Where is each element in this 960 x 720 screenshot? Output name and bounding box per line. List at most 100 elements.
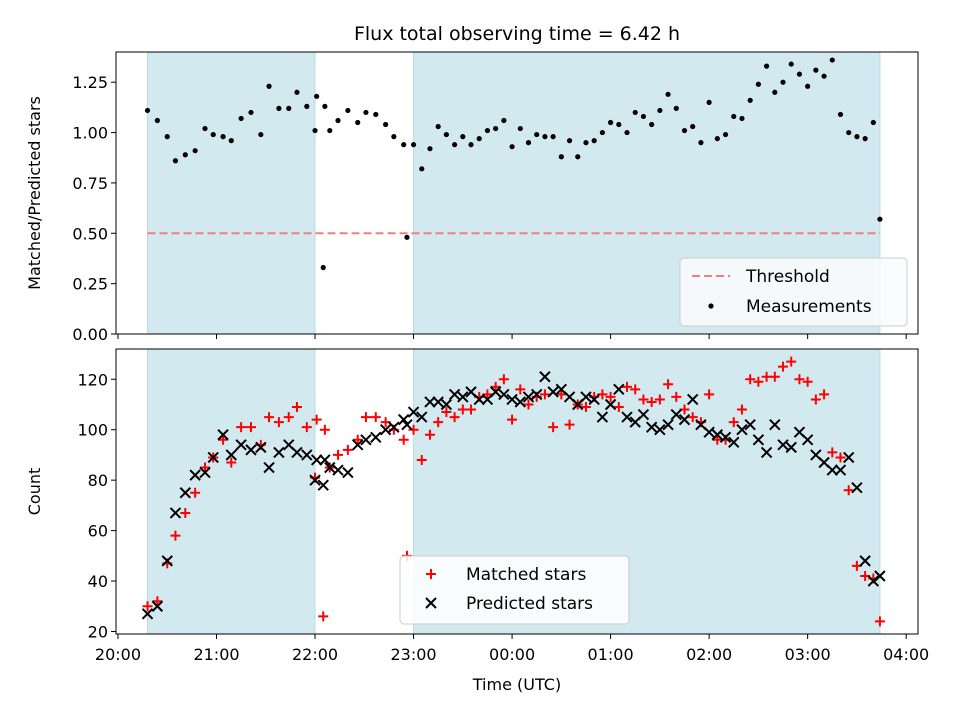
point-matched-stars-85 <box>843 485 854 496</box>
point-measurements-59 <box>632 109 638 116</box>
point-predicted-stars-62 <box>654 424 666 436</box>
point-predicted-stars-1 <box>151 600 164 612</box>
point-measurements-78 <box>788 61 794 67</box>
point-measurements-52 <box>575 154 581 160</box>
point-predicted-stars-64 <box>670 408 682 421</box>
point-matched-stars-81 <box>810 394 821 405</box>
legend-box <box>679 257 908 327</box>
point-matched-stars-73 <box>745 374 756 385</box>
point-predicted-stars-30 <box>397 413 410 426</box>
legend-matched-swatch <box>426 569 436 579</box>
point-predicted-stars-75 <box>760 446 773 459</box>
point-measurements-66 <box>690 123 696 130</box>
point-measurements-53 <box>583 140 589 146</box>
point-measurements-89 <box>877 216 883 222</box>
point-measurements-8 <box>220 134 226 140</box>
point-matched-stars-63 <box>663 379 674 390</box>
point-predicted-stars-0 <box>141 608 154 620</box>
point-predicted-stars-4 <box>179 487 192 499</box>
point-measurements-71 <box>731 113 737 120</box>
point-predicted-stars-85 <box>842 451 855 464</box>
point-matched-stars-80 <box>802 376 813 387</box>
point-measurements-40 <box>476 136 482 142</box>
point-measurements-74 <box>755 81 761 87</box>
point-measurements-58 <box>624 129 630 136</box>
point-measurements-35 <box>435 123 441 130</box>
point-predicted-stars-25 <box>352 439 364 451</box>
point-measurements-65 <box>681 127 688 134</box>
legend-threshold-label: Threshold <box>745 267 830 287</box>
point-predicted-stars-72 <box>736 424 748 436</box>
axes-frame <box>115 348 919 635</box>
point-matched-stars-56 <box>605 391 616 402</box>
point-matched-stars-19 <box>319 424 330 435</box>
point-predicted-stars-5 <box>189 469 201 481</box>
point-predicted-stars-86 <box>851 482 863 494</box>
point-matched-stars-49 <box>548 422 559 433</box>
point-matched-stars-39 <box>466 404 477 415</box>
point-measurements-2 <box>164 134 170 140</box>
point-predicted-stars-21 <box>317 479 329 491</box>
point-measurements-51 <box>566 138 573 144</box>
point-predicted-stars-33 <box>416 411 428 423</box>
point-measurements-86 <box>854 134 860 140</box>
point-matched-stars-46 <box>523 399 534 410</box>
point-measurements-27 <box>373 111 379 118</box>
point-predicted-stars-35 <box>432 396 444 408</box>
point-measurements-17 <box>304 103 310 109</box>
point-matched-stars-71 <box>728 417 739 428</box>
point-matched-stars-18 <box>311 414 322 425</box>
point-matched-stars-36 <box>441 407 452 418</box>
point-matched-stars-23 <box>333 449 344 460</box>
observing-window-0 <box>147 348 316 635</box>
point-matched-stars-15 <box>283 412 294 423</box>
point-measurements-28 <box>383 121 389 128</box>
point-predicted-stars-29 <box>388 421 400 433</box>
point-predicted-stars-37 <box>448 388 461 401</box>
point-predicted-stars-26 <box>360 434 372 446</box>
point-measurements-61 <box>649 121 655 128</box>
point-measurements-16 <box>294 89 300 95</box>
point-matched-stars-32 <box>408 424 419 435</box>
point-measurements-79 <box>796 71 803 77</box>
y-tick-label: 0.25 <box>72 275 108 294</box>
point-measurements-80 <box>805 83 811 89</box>
point-predicted-stars-27 <box>370 431 382 443</box>
point-matched-stars-50 <box>556 389 567 400</box>
point-measurements-82 <box>821 73 827 79</box>
point-measurements-87 <box>862 136 868 142</box>
point-predicted-stars-87 <box>859 555 871 567</box>
point-predicted-stars-66 <box>686 393 699 406</box>
point-measurements-32 <box>410 142 417 148</box>
point-matched-stars-44 <box>507 414 518 425</box>
point-measurements-45 <box>517 125 523 132</box>
point-predicted-stars-65 <box>678 413 691 426</box>
point-measurements-42 <box>493 125 499 132</box>
point-matched-stars-72 <box>736 404 747 415</box>
point-matched-stars-35 <box>433 417 444 428</box>
point-matched-stars-37 <box>449 412 460 423</box>
point-predicted-stars-20 <box>309 474 321 486</box>
point-predicted-stars-57 <box>613 383 625 396</box>
point-measurements-72 <box>739 115 745 122</box>
point-matched-stars-61 <box>646 396 657 407</box>
point-predicted-stars-58 <box>621 411 633 423</box>
chart-title: Flux total observing time = 6.42 h <box>354 23 680 45</box>
point-predicted-stars-44 <box>506 393 518 406</box>
point-predicted-stars-14 <box>273 446 285 459</box>
point-predicted-stars-24 <box>342 466 354 479</box>
y-tick-label: 0.75 <box>72 174 108 193</box>
point-matched-stars-57 <box>613 402 624 413</box>
x-tick-label: 20:00 <box>95 645 141 664</box>
count-panel: 20 40 60 80 100 120 20:00 21:00 22:00 23:00 00:00 0… <box>25 348 929 694</box>
point-measurements-56 <box>607 119 614 126</box>
point-matched-stars-24 <box>342 444 353 455</box>
point-matched-stars-78 <box>786 356 797 367</box>
point-matched-stars-82 <box>819 389 830 400</box>
point-measurements-64 <box>673 105 679 111</box>
point-measurements-75 <box>763 63 770 69</box>
point-predicted-stars-31 <box>401 418 413 431</box>
point-measurements-0 <box>144 107 151 114</box>
point-measurements-21 <box>320 264 326 271</box>
point-matched-stars-77 <box>778 361 789 372</box>
